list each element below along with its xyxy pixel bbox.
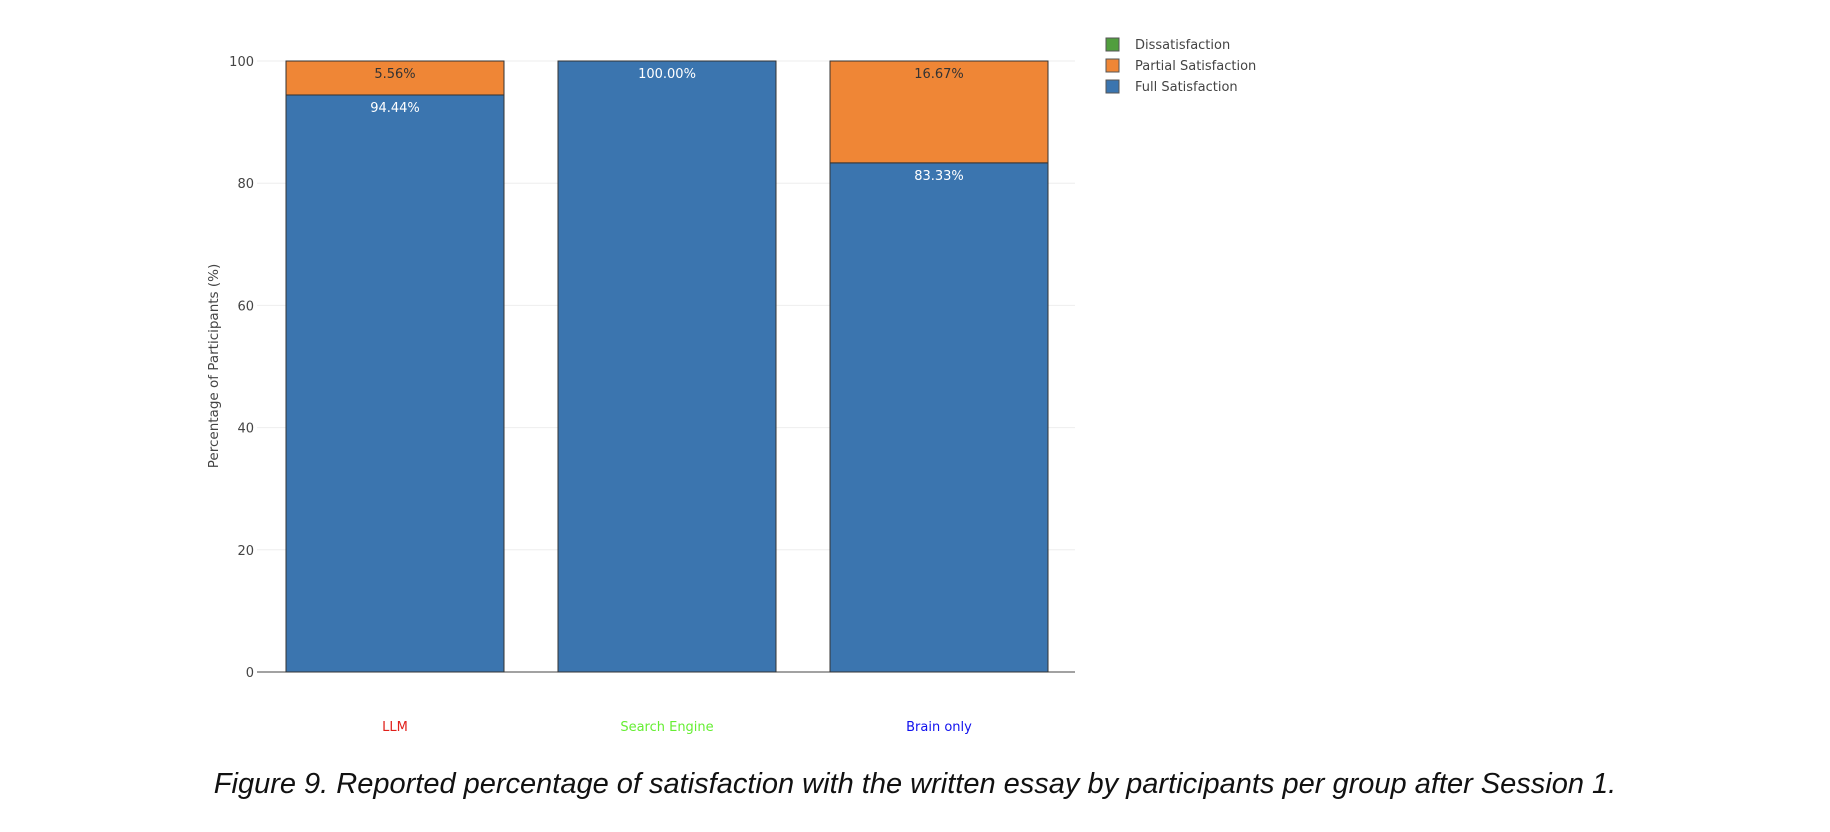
legend-swatch [1105, 58, 1120, 73]
x-tick-label: Brain only [906, 720, 972, 735]
bar-partial-satisfaction [829, 60, 1049, 164]
legend-swatch [1105, 79, 1120, 94]
data-label: 16.67% [914, 67, 964, 82]
legend-label: Full Satisfaction [1135, 80, 1238, 95]
data-label: 94.44% [370, 101, 420, 116]
data-label: 5.56% [374, 67, 415, 82]
legend-label: Dissatisfaction [1135, 38, 1230, 53]
data-label: 83.33% [914, 169, 964, 184]
y-tick-label: 0 [246, 666, 254, 681]
bar-full-satisfaction [285, 94, 505, 673]
legend-label: Partial Satisfaction [1135, 59, 1256, 74]
bar-full-satisfaction [829, 162, 1049, 673]
stacked-bar-chart: 0 20 40 60 80 100 Percentage of Participants (… [206, 37, 1256, 735]
x-tick-label: Search Engine [620, 720, 713, 735]
data-label: 100.00% [638, 67, 696, 82]
bar-full-satisfaction [557, 60, 777, 673]
y-tick-label: 80 [237, 177, 254, 192]
y-axis-title: Percentage of Participants (%) [206, 264, 222, 469]
y-tick-label: 100 [229, 55, 254, 70]
legend-swatch [1105, 37, 1120, 52]
y-tick-label: 60 [237, 299, 254, 314]
y-tick-label: 40 [237, 422, 254, 437]
figure-caption: Figure 9. Reported percentage of satisfa… [213, 768, 1617, 800]
y-tick-label: 20 [237, 544, 254, 559]
x-tick-label: LLM [382, 720, 408, 735]
bar-partial-satisfaction [285, 60, 505, 96]
